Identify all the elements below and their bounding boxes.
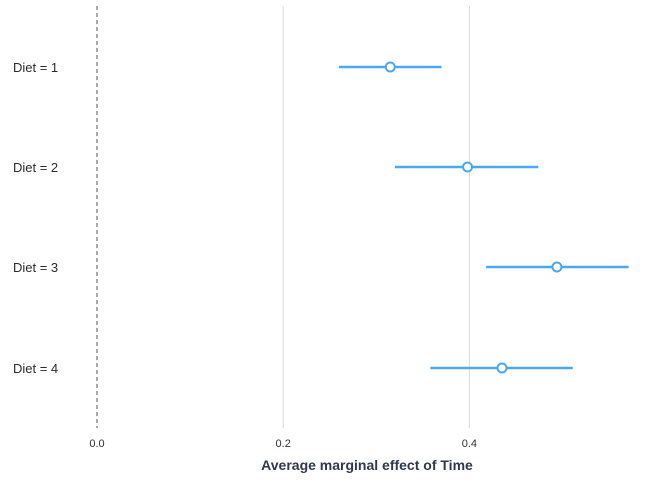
point-estimate (384, 61, 396, 73)
point-estimate (462, 161, 474, 173)
category-labels: Diet = 1 Diet = 2 Diet = 3 Diet = 4 (13, 60, 58, 376)
category-label: Diet = 4 (13, 361, 58, 376)
x-tick-label: 0.4 (462, 438, 477, 450)
estimate-marks (339, 61, 629, 374)
category-label: Diet = 1 (13, 60, 58, 75)
x-axis-title: Average marginal effect of Time (261, 457, 473, 473)
category-label: Diet = 3 (13, 260, 58, 275)
x-tick-label: 0.2 (276, 438, 291, 450)
x-tick-labels: 0.0 0.2 0.4 (89, 438, 477, 450)
point-estimate (496, 362, 508, 374)
x-tick-label: 0.0 (89, 438, 104, 450)
grid-lines (282, 6, 470, 428)
point-estimate (551, 261, 563, 273)
category-label: Diet = 2 (13, 160, 58, 175)
